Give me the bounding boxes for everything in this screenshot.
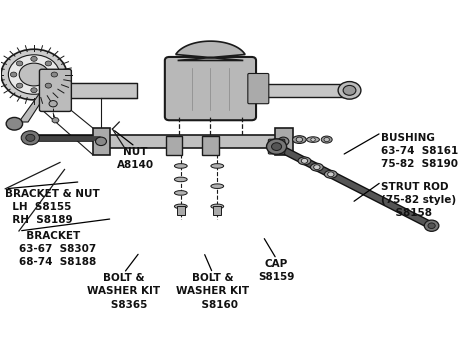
Text: BUSHING
63-74  S8161
75-82  S8190: BUSHING 63-74 S8161 75-82 S8190 bbox=[382, 132, 459, 169]
FancyBboxPatch shape bbox=[248, 73, 269, 104]
Ellipse shape bbox=[321, 136, 332, 143]
Circle shape bbox=[324, 137, 329, 142]
Circle shape bbox=[266, 139, 287, 154]
Circle shape bbox=[51, 72, 57, 77]
Circle shape bbox=[296, 137, 302, 142]
Polygon shape bbox=[19, 90, 46, 122]
Ellipse shape bbox=[174, 204, 187, 209]
Circle shape bbox=[272, 143, 282, 150]
FancyBboxPatch shape bbox=[202, 136, 219, 155]
Ellipse shape bbox=[298, 157, 311, 165]
Circle shape bbox=[301, 158, 308, 163]
Circle shape bbox=[9, 55, 60, 94]
Text: CAP
S8159: CAP S8159 bbox=[258, 259, 295, 282]
Polygon shape bbox=[52, 118, 59, 123]
Ellipse shape bbox=[174, 191, 187, 195]
Ellipse shape bbox=[211, 184, 224, 189]
Ellipse shape bbox=[324, 170, 337, 178]
Ellipse shape bbox=[310, 163, 323, 171]
Circle shape bbox=[428, 223, 435, 228]
Circle shape bbox=[343, 85, 356, 95]
Text: NUT
A8140: NUT A8140 bbox=[117, 146, 154, 170]
Circle shape bbox=[17, 61, 23, 66]
Circle shape bbox=[1, 49, 67, 100]
Circle shape bbox=[49, 101, 57, 107]
Circle shape bbox=[311, 138, 315, 141]
Circle shape bbox=[6, 118, 23, 130]
FancyBboxPatch shape bbox=[93, 128, 110, 155]
FancyBboxPatch shape bbox=[267, 84, 349, 97]
FancyBboxPatch shape bbox=[177, 207, 185, 215]
Circle shape bbox=[338, 82, 361, 99]
Circle shape bbox=[314, 165, 320, 170]
FancyBboxPatch shape bbox=[60, 83, 137, 98]
Text: BOLT &
WASHER KIT
    S8160: BOLT & WASHER KIT S8160 bbox=[176, 273, 249, 310]
Circle shape bbox=[26, 134, 35, 141]
Circle shape bbox=[45, 61, 52, 66]
Text: BRACKET
63-67  S8307
68-74  S8188: BRACKET 63-67 S8307 68-74 S8188 bbox=[19, 231, 96, 268]
Circle shape bbox=[19, 63, 49, 86]
Circle shape bbox=[45, 83, 52, 88]
Circle shape bbox=[424, 220, 439, 231]
Ellipse shape bbox=[211, 164, 224, 168]
Polygon shape bbox=[176, 41, 245, 60]
Ellipse shape bbox=[174, 177, 187, 182]
Ellipse shape bbox=[307, 137, 319, 142]
Circle shape bbox=[96, 137, 107, 145]
Text: BRACKET & NUT
  LH  S8155
  RH  S8189: BRACKET & NUT LH S8155 RH S8189 bbox=[5, 189, 100, 225]
Circle shape bbox=[328, 172, 334, 177]
FancyBboxPatch shape bbox=[275, 128, 292, 155]
FancyBboxPatch shape bbox=[166, 136, 182, 155]
Ellipse shape bbox=[292, 136, 306, 143]
Ellipse shape bbox=[211, 204, 224, 209]
Ellipse shape bbox=[174, 164, 187, 168]
FancyBboxPatch shape bbox=[213, 207, 221, 215]
Text: BOLT &
WASHER KIT
   S8365: BOLT & WASHER KIT S8365 bbox=[87, 273, 160, 310]
FancyBboxPatch shape bbox=[268, 139, 285, 154]
Circle shape bbox=[10, 72, 17, 77]
Circle shape bbox=[278, 137, 289, 145]
FancyBboxPatch shape bbox=[101, 134, 283, 148]
FancyBboxPatch shape bbox=[165, 57, 256, 120]
Circle shape bbox=[31, 56, 37, 61]
Circle shape bbox=[31, 88, 37, 93]
Circle shape bbox=[17, 83, 23, 88]
Text: STRUT ROD
(75-82 style)
    S8158: STRUT ROD (75-82 style) S8158 bbox=[382, 182, 456, 218]
FancyBboxPatch shape bbox=[39, 69, 72, 112]
Circle shape bbox=[21, 131, 39, 145]
